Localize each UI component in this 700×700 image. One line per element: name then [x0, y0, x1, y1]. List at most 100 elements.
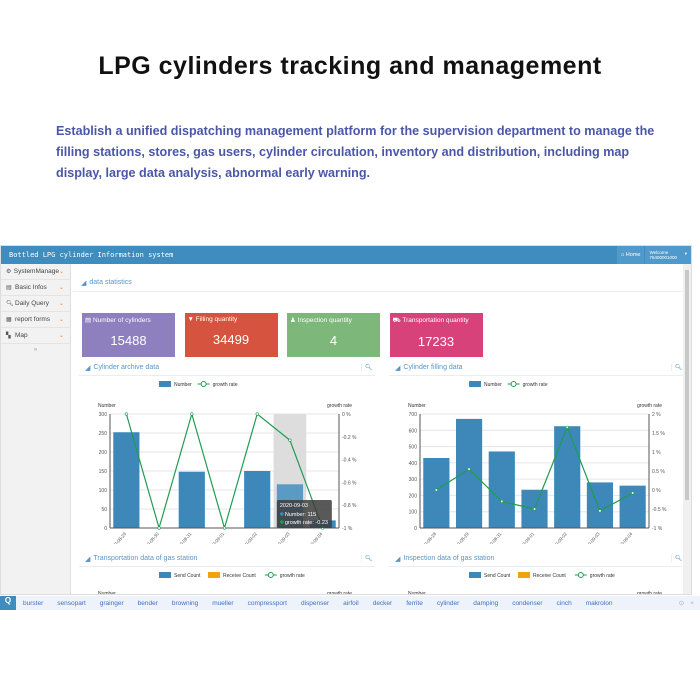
sidebar-item-label: report forms: [15, 316, 51, 323]
stat-value: 15488: [110, 333, 147, 348]
x-tick-label: 2020-08-30: [141, 531, 160, 544]
sidebar-item-report-forms[interactable]: ▦ report forms ⌄: [1, 312, 70, 328]
y-tick-label: 100: [409, 510, 418, 516]
legend-item[interactable]: Receive Count: [518, 572, 566, 579]
home-button[interactable]: ⌂ Home: [616, 246, 645, 264]
stat-card[interactable]: ♟ Inspection quantity 4: [287, 313, 380, 357]
line-point[interactable]: [565, 425, 569, 429]
legend-label: Number: [484, 382, 502, 388]
search-tag[interactable]: cylinder: [436, 599, 460, 607]
bar[interactable]: [488, 451, 515, 528]
search-tag[interactable]: compressport: [247, 599, 287, 607]
search-tag[interactable]: sensopart: [57, 599, 86, 607]
line-point[interactable]: [500, 499, 504, 503]
bar[interactable]: [423, 457, 450, 528]
search-tag[interactable]: makrolon: [585, 599, 613, 607]
search-tag[interactable]: grainger: [99, 599, 124, 607]
bar[interactable]: [244, 471, 271, 528]
legend-item[interactable]: Number: [159, 381, 192, 388]
y2-tick-label: 0 %: [652, 488, 661, 494]
scrollbar[interactable]: [683, 264, 691, 594]
legend-label: Send Count: [484, 573, 511, 579]
chart-panel: ◢ Cylinder archive data 🔍︎ Number growth rat…: [79, 360, 375, 552]
y2-tick-label: -0.6 %: [342, 480, 357, 486]
y2-tick-label: -1 %: [652, 526, 663, 532]
zoom-icon[interactable]: 🔍︎: [671, 364, 685, 371]
legend-item[interactable]: Receive Count: [208, 572, 256, 579]
legend-label: growth rate: [523, 382, 548, 388]
line-point[interactable]: [434, 488, 438, 492]
sidebar-item-systemmanage[interactable]: ⚙ SystemManage ⌄: [1, 264, 70, 280]
search-tag[interactable]: burster: [23, 599, 44, 607]
settings-icon[interactable]: ⊙: [678, 600, 685, 607]
chart-svg: Number growth rate Number growth rate 0 100 20…: [408, 381, 667, 552]
legend-item[interactable]: growth rate: [507, 381, 548, 389]
legend-item[interactable]: Send Count: [469, 572, 511, 579]
stat-card[interactable]: ⛟ Transportation quantity 17233: [389, 313, 483, 357]
map-icon: ▚: [6, 333, 11, 339]
search-tag[interactable]: condenser: [512, 599, 543, 607]
line-point[interactable]: [532, 507, 537, 511]
panel-title: Cylinder archive data: [93, 364, 160, 371]
search-tag[interactable]: airfoil: [343, 599, 359, 607]
sidebar-item-basic-infos[interactable]: ▤ Basic Infos ⌄: [1, 280, 70, 296]
collapse-sidebar-button[interactable]: «: [33, 347, 38, 353]
line-point[interactable]: [631, 491, 635, 495]
legend-label: Number: [174, 382, 192, 388]
bar[interactable]: [455, 418, 483, 528]
zoom-icon[interactable]: 🔍︎: [671, 555, 685, 562]
chart-icon: ◢: [395, 555, 401, 563]
stat-card[interactable]: ▼ Filling quantity 34499: [184, 313, 278, 357]
y-tick-label: 250: [99, 431, 108, 437]
zoom-icon[interactable]: 🔍︎: [361, 555, 375, 562]
close-icon[interactable]: ×: [690, 599, 694, 607]
bar[interactable]: [554, 426, 581, 528]
stats-title: data statistics: [89, 279, 132, 286]
stat-value: 17233: [417, 334, 455, 349]
search-tag[interactable]: cinch: [556, 599, 572, 607]
line-point[interactable]: [288, 438, 292, 442]
line-point[interactable]: [467, 467, 471, 471]
zoom-icon[interactable]: 🔍︎: [361, 364, 375, 371]
welcome-label: Welcome: [649, 250, 669, 255]
line-point[interactable]: [124, 412, 128, 416]
legend-item[interactable]: growth rate: [574, 572, 615, 580]
search-tag[interactable]: ferrite: [406, 599, 423, 607]
bar[interactable]: [178, 471, 205, 528]
stat-label: Inspection quantity: [297, 317, 352, 324]
legend-label: Receive Count: [533, 573, 566, 579]
search-tag[interactable]: damping: [473, 599, 499, 607]
line-point[interactable]: [598, 509, 602, 513]
search-tag[interactable]: decker: [372, 599, 393, 607]
y-tick-label: 500: [409, 445, 418, 451]
legend-item[interactable]: Send Count: [159, 572, 201, 579]
legend-item[interactable]: growth rate: [197, 381, 238, 389]
stat-label: Number of cylinders: [92, 317, 151, 324]
sidebar-item-map[interactable]: ▚ Map ⌄: [1, 328, 70, 344]
search-icon[interactable]: Q: [0, 596, 16, 610]
user-menu[interactable]: Welcome 76400001000 ▾: [645, 246, 691, 264]
search-tag[interactable]: mueller: [212, 599, 234, 607]
line-point[interactable]: [222, 526, 227, 530]
panel-title: Transportation data of gas station: [93, 555, 198, 562]
line-point[interactable]: [157, 526, 161, 530]
page-title: LPG cylinders tracking and management: [98, 52, 602, 80]
x-tick-label: 2020-08-29: [108, 531, 127, 544]
y-tick-label: 0: [414, 526, 417, 532]
search-tag[interactable]: bender: [137, 599, 158, 607]
y2-axis-label: growth rate: [637, 403, 662, 409]
legend-item[interactable]: Number: [469, 381, 502, 388]
sidebar-item-daily-query[interactable]: 🔍︎ Daily Query ⌄: [1, 296, 70, 312]
search-tag[interactable]: dispenser: [300, 599, 330, 607]
y-tick-label: 300: [99, 412, 108, 418]
line-point[interactable]: [190, 412, 194, 416]
bar[interactable]: [586, 482, 614, 528]
line-point[interactable]: [255, 412, 259, 416]
stat-value: 4: [329, 333, 338, 348]
tooltip: 2020-09-03 Number: 115 growth rate: -0.23: [276, 500, 332, 528]
search-tag[interactable]: browning: [171, 599, 199, 607]
y2-tick-label: 0 %: [342, 412, 351, 418]
bar[interactable]: [113, 432, 140, 528]
legend-item[interactable]: growth rate: [264, 572, 305, 580]
stat-card[interactable]: ▤ Number of cylinders 15488: [82, 313, 175, 357]
